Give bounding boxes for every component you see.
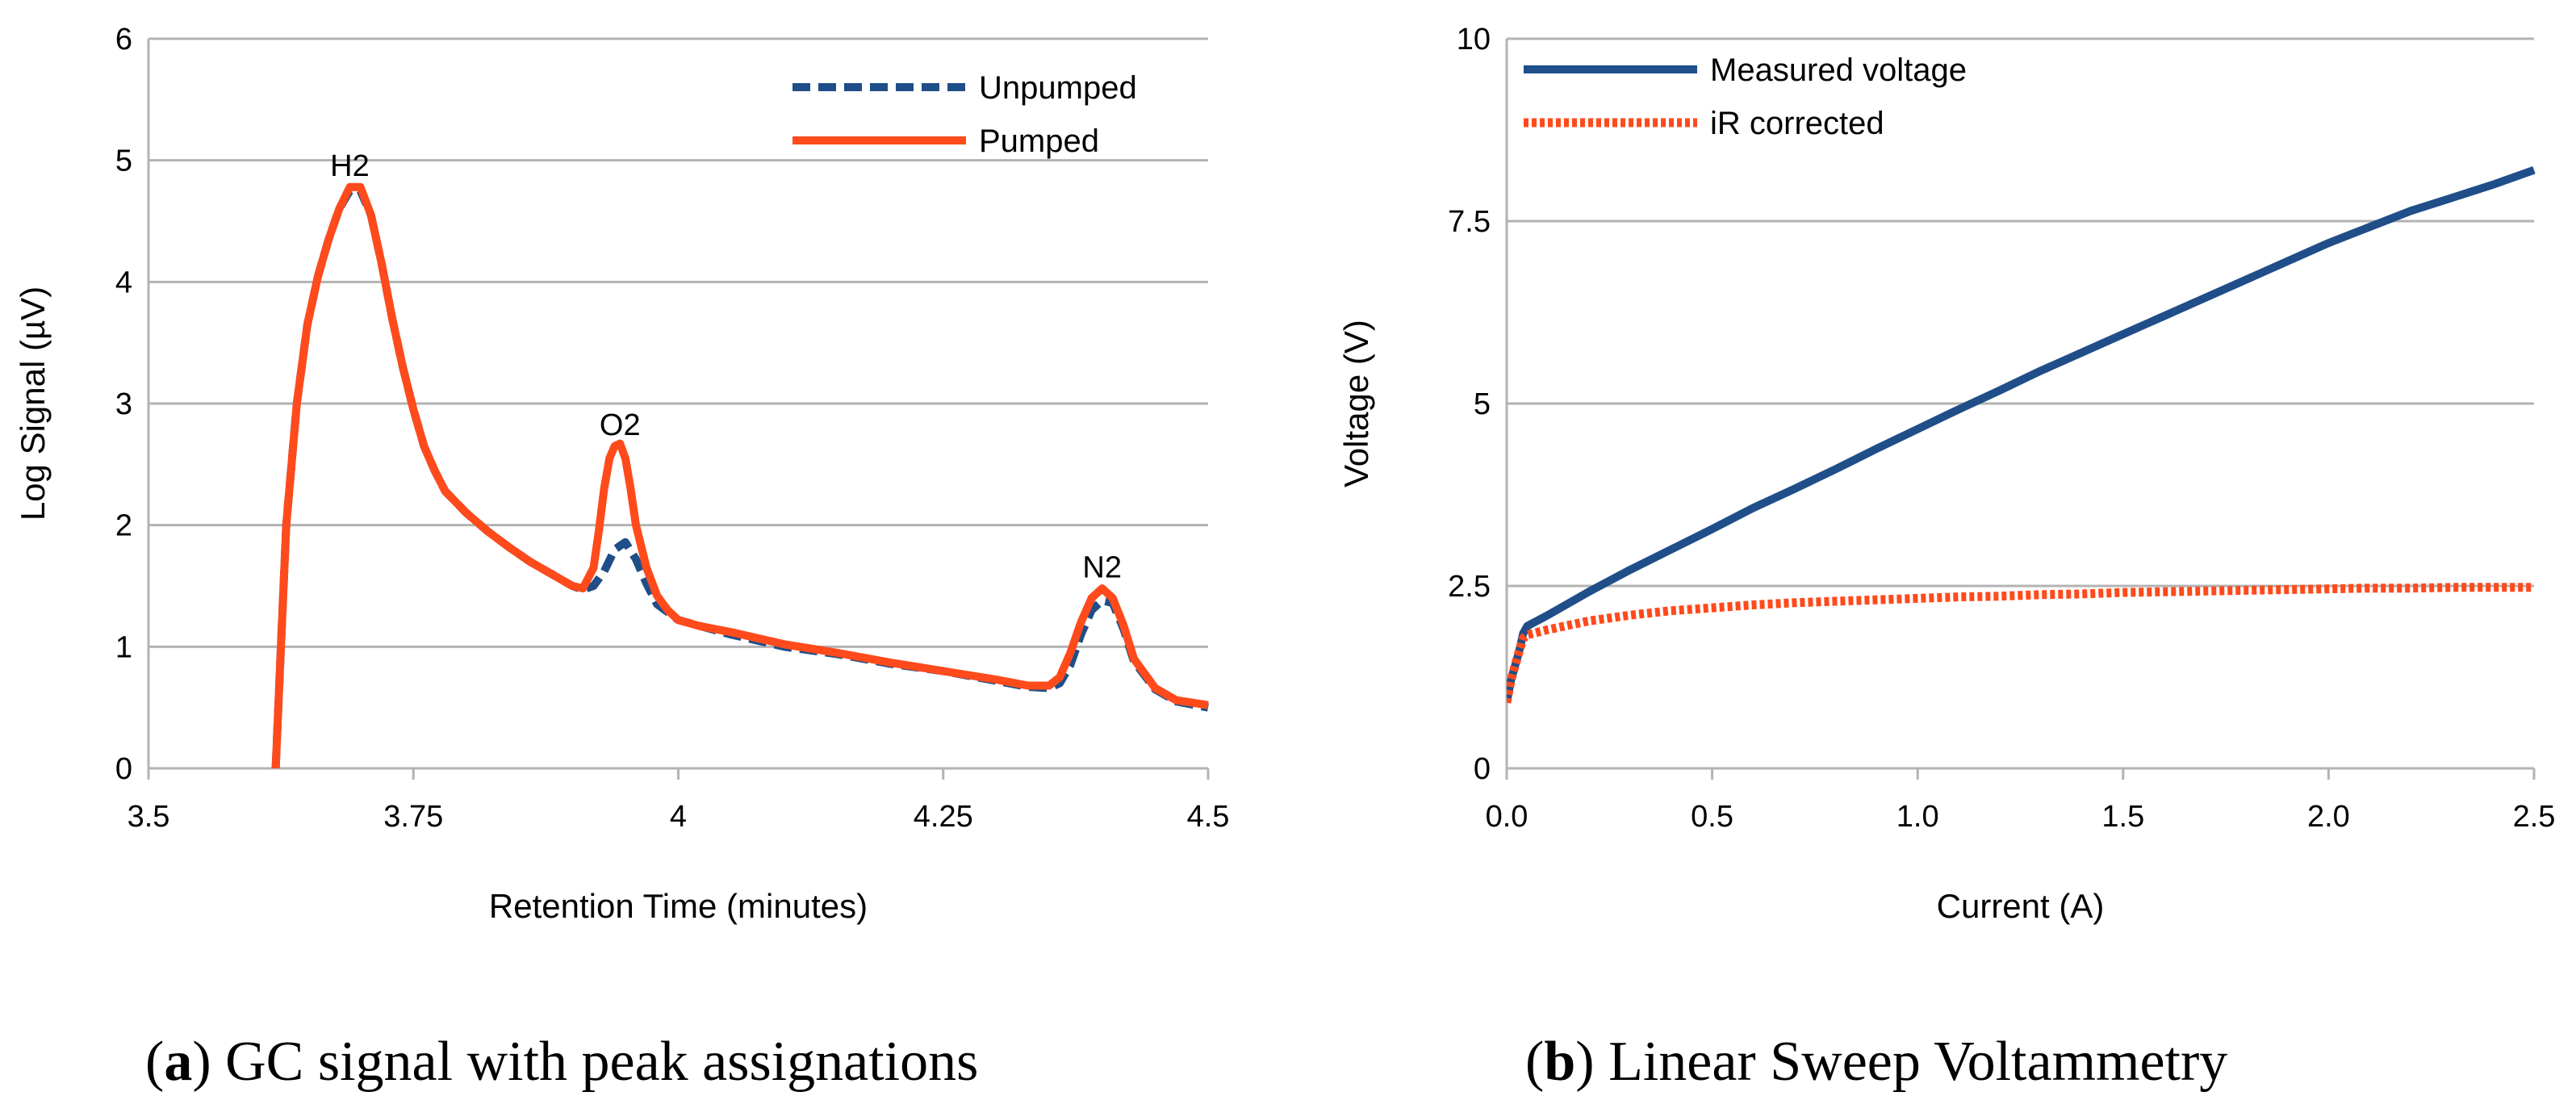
peak-annotation: N2 (1082, 550, 1122, 584)
peak-annotation: O2 (600, 408, 641, 442)
caption-a-text: GC signal with peak assignations (225, 1031, 978, 1093)
y-tick-label: 5 (1474, 387, 1491, 421)
caption-b: (b) Linear Sweep Voltammetry (1525, 1031, 2227, 1093)
y-tick-label: 3 (115, 387, 132, 421)
y-tick-label: 6 (115, 23, 132, 56)
peak-annotation: H2 (330, 149, 370, 183)
y-axis-label: Voltage (V) (1337, 320, 1375, 487)
y-tick-label: 1 (115, 630, 132, 664)
x-tick-label: 2.5 (2513, 800, 2556, 834)
series-line-ir-corrected (1507, 583, 2534, 704)
x-tick-label: 1.5 (2101, 800, 2144, 834)
caption-a-letter: a (164, 1031, 192, 1093)
x-tick-label: 3.75 (383, 800, 443, 834)
y-tick-label: 7.5 (1448, 205, 1491, 239)
y-tick-label: 0 (115, 752, 132, 786)
panel-a-chart: 0 1 2 3 4 5 6 3.5 3.75 4 4.25 4.5 Retention Time (mi… (14, 23, 1229, 925)
series-line-measured-voltage (1507, 165, 2536, 704)
caption-a: (a) GC signal with peak assignations (145, 1031, 978, 1093)
series-line-pumped (271, 182, 1209, 768)
x-tick-label: 0.5 (1691, 800, 1733, 834)
x-tick-label: 0.0 (1486, 800, 1528, 834)
panel-b-chart: 0 2.5 5 7.5 10 0.0 0.5 1.0 1.5 2.0 2.5 Current (A) V… (1337, 23, 2555, 925)
x-tick-label: 4.5 (1187, 800, 1230, 834)
x-tick-label: 4 (670, 800, 687, 834)
x-axis-label: Retention Time (minutes) (489, 887, 868, 925)
legend-label: Unpumped (979, 70, 1137, 106)
y-tick-label: 5 (115, 144, 132, 178)
x-tick-label: 1.0 (1896, 800, 1939, 834)
legend-label: Measured voltage (1710, 52, 1967, 88)
y-tick-label: 2 (115, 509, 132, 543)
x-tick-label: 2.0 (2307, 800, 2350, 834)
legend-label: iR corrected (1710, 106, 1884, 141)
series-line-unpumped (271, 186, 1209, 768)
x-tick-label: 3.5 (128, 800, 170, 834)
x-tick-label: 4.25 (914, 800, 973, 834)
x-axis-label: Current (A) (1937, 887, 2105, 925)
y-tick-label: 2.5 (1448, 570, 1491, 604)
y-tick-label: 0 (1474, 752, 1491, 786)
y-tick-label: 10 (1457, 23, 1491, 56)
legend-label: Pumped (979, 123, 1099, 159)
caption-b-text: Linear Sweep Voltammetry (1608, 1031, 2227, 1093)
y-axis-label: Log Signal (µV) (14, 287, 52, 521)
y-tick-label: 4 (115, 266, 132, 299)
caption-b-letter: b (1544, 1031, 1575, 1093)
